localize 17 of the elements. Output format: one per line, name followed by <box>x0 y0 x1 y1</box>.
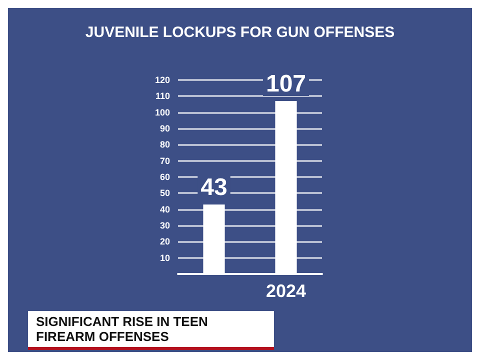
x-tick-label: 2024 <box>266 281 306 301</box>
y-tick-label: 10 <box>160 252 170 263</box>
y-tick-label: 50 <box>160 188 170 198</box>
y-tick-label: 90 <box>160 124 170 134</box>
y-tick-label: 100 <box>154 107 170 118</box>
text: SIGNIFICANT RISE IN TEEN FIREARM OFFENSES <box>28 310 274 350</box>
data-label: 107 <box>266 70 306 98</box>
y-tick-label: 110 <box>155 91 170 102</box>
y-tick-label: 40 <box>160 204 170 214</box>
chart-title: JUVENILE LOCKUPS FOR GUN OFFENSES <box>85 24 395 41</box>
data-label: 43 <box>200 174 228 201</box>
y-tick-label: 120 <box>154 75 170 85</box>
y-tick-label: 70 <box>160 156 170 166</box>
y-tick-label: 30 <box>160 220 170 230</box>
y-tick-label: 80 <box>160 140 170 150</box>
y-tick-label: 20 <box>160 236 170 247</box>
y-tick-label: 60 <box>160 172 170 182</box>
